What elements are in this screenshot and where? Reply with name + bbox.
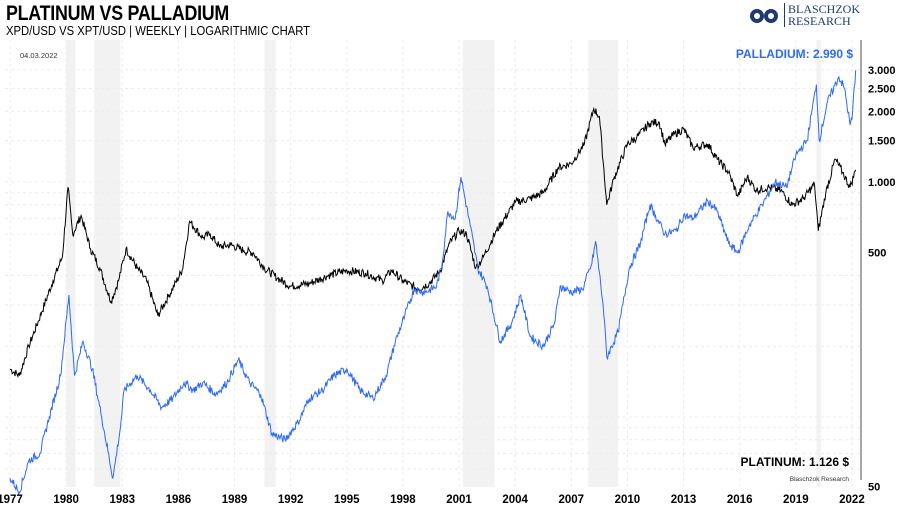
logo-emblem-icon (750, 9, 778, 23)
x-tick-label: 1995 (334, 494, 360, 506)
logo-line-2: RESEARCH (788, 14, 851, 28)
x-tick-label: 2004 (502, 494, 528, 506)
recession-band (264, 40, 276, 487)
x-tick-label: 2022 (839, 494, 865, 506)
page-subtitle: XPD/USD VS XPT/USD | WEEKLY | LOGARITHMI… (6, 24, 311, 38)
x-tick-label: 2007 (559, 494, 585, 506)
platinum-label: PLATINUM: 1.126 $ (741, 455, 850, 469)
x-tick-label: 1992 (278, 494, 304, 506)
recession-band (94, 40, 121, 487)
x-tick-label: 1986 (166, 494, 192, 506)
x-tick-label: 1983 (109, 494, 135, 506)
x-tick-label: 2013 (671, 494, 697, 506)
recession-band (816, 40, 822, 487)
platinum-series-line (9, 106, 857, 379)
x-tick-label: 1998 (390, 494, 416, 506)
x-tick-label: 1980 (53, 494, 79, 506)
recession-band (588, 40, 619, 487)
recession-band (66, 40, 76, 487)
x-tick-label: 1977 (0, 494, 23, 506)
source-label: Blaschzok Research (790, 476, 850, 483)
recession-band (462, 40, 495, 487)
x-tick-label: 2019 (783, 494, 809, 506)
x-tick-label: 1989 (222, 494, 248, 506)
logo-line-1: BLASCHZOK (788, 2, 861, 16)
palladium-label: PALLADIUM: 2.990 $ (736, 47, 853, 61)
y-tick-label: 1.500 (868, 136, 896, 148)
palladium-series-line (9, 70, 857, 496)
x-tick-label: 2010 (615, 494, 641, 506)
y-tick-label: 2.500 (868, 83, 896, 95)
x-tick-label: 2016 (727, 494, 753, 506)
y-tick-label: 50 (868, 482, 880, 494)
brand-logo: BLASCHZOK RESEARCH (748, 3, 860, 27)
y-tick-label: 500 (868, 248, 886, 260)
page-title: PLATINUM VS PALLADIUM (6, 2, 230, 25)
y-tick-label: 1.000 (868, 177, 896, 189)
y-tick-label: 3.000 (868, 65, 896, 77)
y-tick-label: 2.000 (868, 106, 896, 118)
x-tick-label: 2001 (446, 494, 472, 506)
date-label: 04.03.2022 (20, 51, 58, 60)
